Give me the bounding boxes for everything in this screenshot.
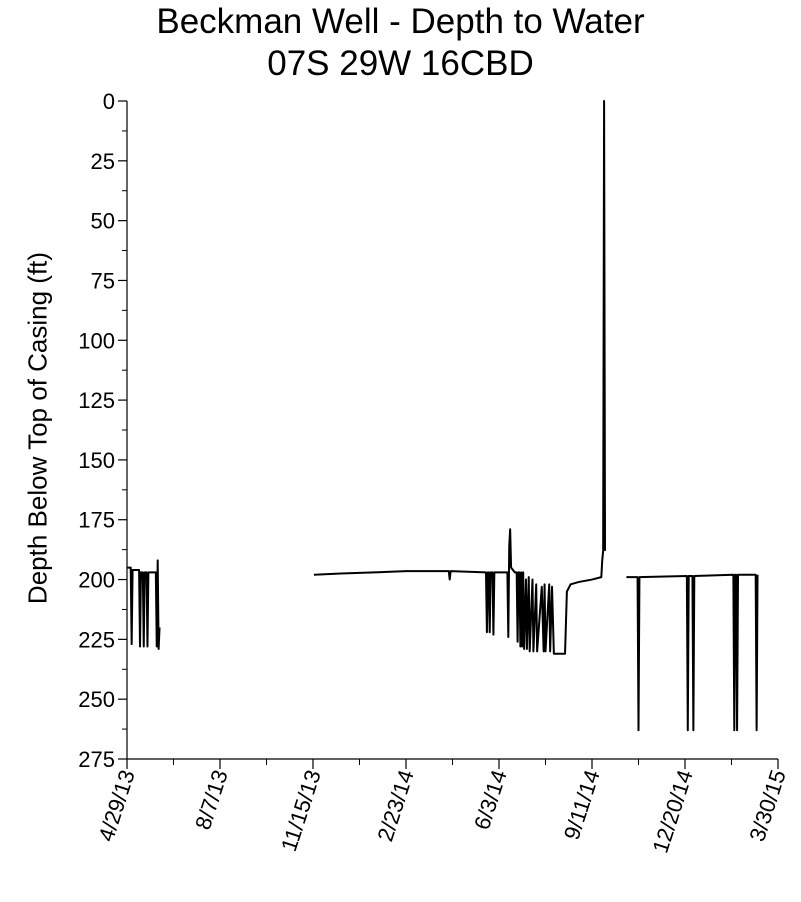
y-tick-label: 250 bbox=[78, 687, 115, 712]
x-tick-label: 12/20/14 bbox=[648, 767, 698, 856]
plot-area bbox=[127, 100, 759, 732]
chart-title: Beckman Well - Depth to Water bbox=[156, 2, 645, 41]
y-tick-label: 25 bbox=[91, 149, 115, 174]
chart-subtitle: 07S 29W 16CBD bbox=[267, 44, 534, 83]
y-tick-label: 50 bbox=[91, 209, 115, 234]
y-tick-label: 0 bbox=[103, 89, 115, 114]
y-axis: 0 25 50 75 100 125 150 175 200 225 250 275 bbox=[78, 89, 128, 772]
y-tick-label: 125 bbox=[78, 388, 115, 413]
x-tick-label: 4/29/13 bbox=[93, 767, 139, 845]
series-line-3 bbox=[626, 573, 759, 732]
x-tick-label: 8/7/13 bbox=[190, 767, 233, 833]
x-tick-label: 2/23/14 bbox=[372, 767, 418, 845]
series-line-1 bbox=[127, 559, 161, 650]
x-tick-label: 3/30/15 bbox=[744, 767, 790, 845]
y-tick-label: 100 bbox=[78, 328, 115, 353]
y-tick-label: 150 bbox=[78, 448, 115, 473]
y-tick-label: 75 bbox=[91, 268, 115, 293]
series-line-2 bbox=[313, 100, 607, 655]
x-axis: 4/29/13 8/7/13 11/15/13 2/23/14 6/3/14 9/11/1… bbox=[93, 758, 791, 856]
x-tick-label: 6/3/14 bbox=[469, 767, 512, 833]
x-tick-label: 11/15/13 bbox=[276, 767, 326, 855]
y-tick-label: 275 bbox=[78, 747, 115, 772]
y-tick-label: 225 bbox=[78, 627, 115, 652]
x-tick-label: 9/11/14 bbox=[559, 767, 605, 843]
y-tick-label: 175 bbox=[78, 508, 115, 533]
y-tick-label: 200 bbox=[78, 568, 115, 593]
